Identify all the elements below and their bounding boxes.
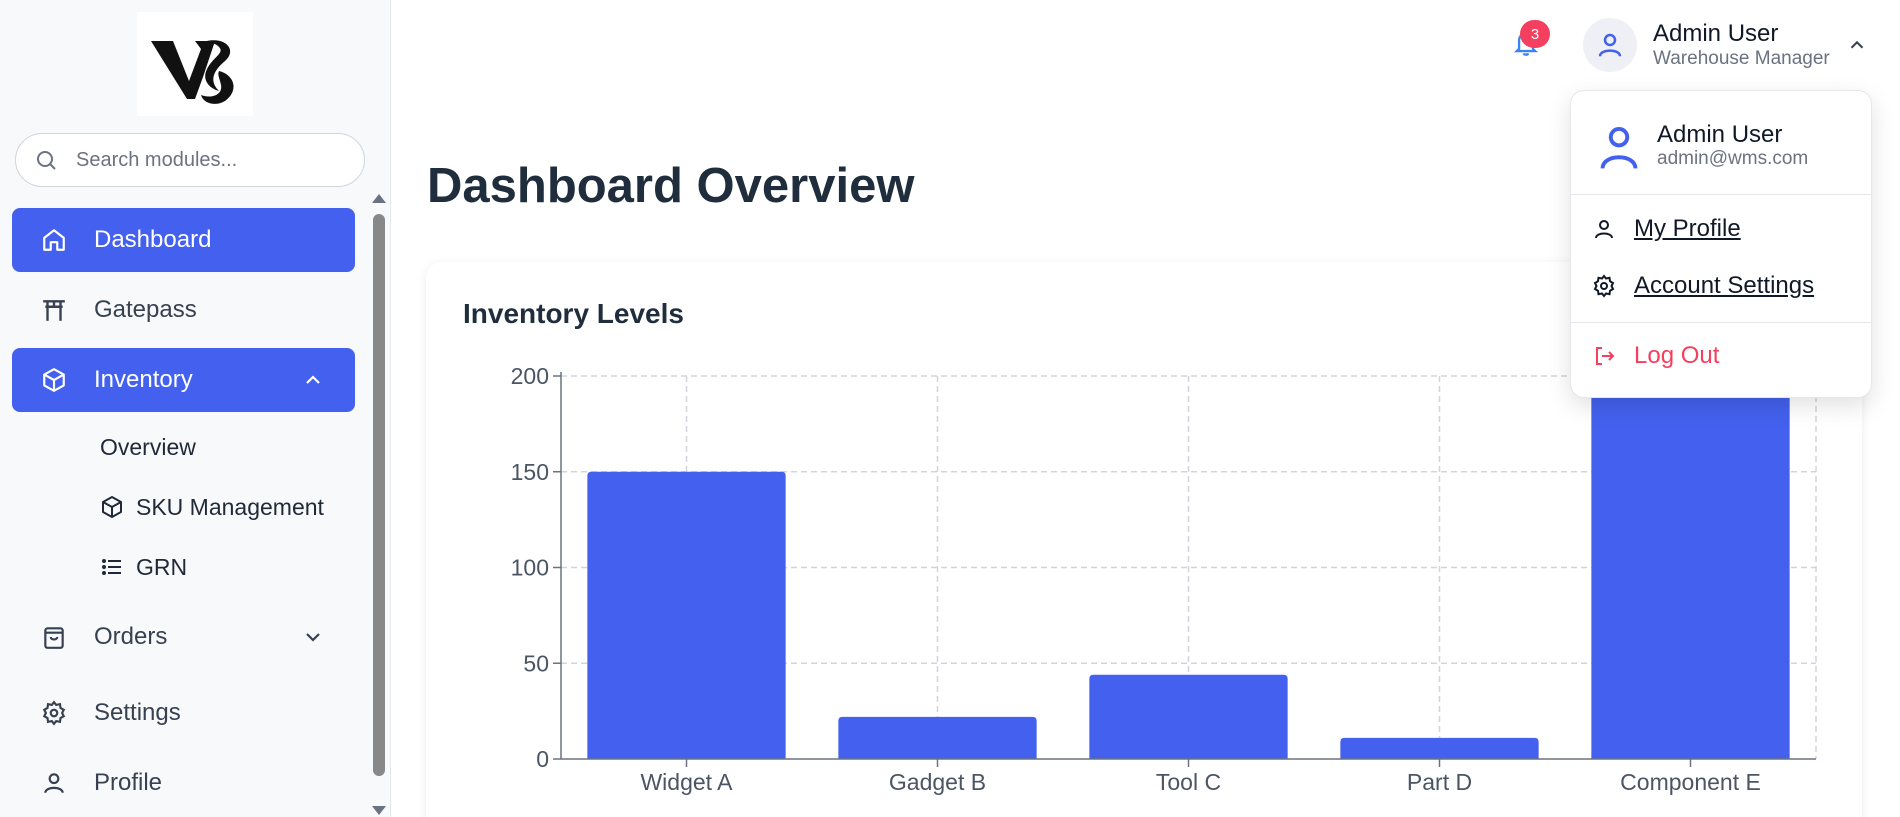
account-settings-label: Account Settings xyxy=(1634,272,1815,299)
notification-badge: 3 xyxy=(1520,20,1550,48)
sidebar-item-inventory[interactable]: Inventory xyxy=(12,348,355,412)
sidebar-item-label: Inventory xyxy=(94,366,193,393)
user-name[interactable]: Admin User xyxy=(1653,20,1779,47)
gear-icon xyxy=(42,700,66,726)
sidebar-item-label: Dashboard xyxy=(94,226,212,253)
account-settings-link[interactable]: Account Settings xyxy=(1592,270,1814,302)
dropdown-user-name: Admin User xyxy=(1657,121,1783,148)
gate-icon xyxy=(43,300,65,321)
search-input[interactable] xyxy=(76,148,346,172)
scroll-up-arrow[interactable] xyxy=(372,194,386,203)
box-icon xyxy=(102,496,122,518)
y-tick-label: 200 xyxy=(511,363,549,389)
sidebar-item-label: Profile xyxy=(94,769,163,796)
sidebar-item-orders[interactable]: Orders xyxy=(12,605,355,669)
x-tick-label: Tool C xyxy=(1156,769,1221,795)
chart-bar xyxy=(1591,376,1790,759)
user-icon xyxy=(44,773,64,794)
subitem-label: GRN xyxy=(136,553,188,580)
chart-bar xyxy=(838,716,1037,759)
divider xyxy=(1571,194,1871,195)
y-tick-label: 100 xyxy=(511,555,549,581)
sidebar-subitem-overview[interactable]: Overview xyxy=(100,427,196,467)
search-icon xyxy=(37,151,56,170)
scroll-down-arrow[interactable] xyxy=(372,806,386,815)
list-icon xyxy=(102,559,121,575)
x-tick-label: Gadget B xyxy=(889,769,986,795)
y-tick-label: 150 xyxy=(511,459,549,485)
log-out-label: Log Out xyxy=(1634,342,1720,369)
chevron-up-icon[interactable] xyxy=(301,368,325,392)
inventory-bar-chart: 0 50 100 150 200 Widget A Gadget B Tool C Part D… xyxy=(511,363,1817,795)
x-tick-label: Part D xyxy=(1407,769,1472,795)
user-icon xyxy=(1600,126,1638,169)
divider xyxy=(1571,322,1871,323)
sidebar-item-label: Orders xyxy=(94,623,168,650)
ws-logo-icon xyxy=(151,40,234,104)
avatar[interactable] xyxy=(1583,18,1637,72)
x-tick-label: Widget A xyxy=(640,769,733,795)
user-icon xyxy=(1598,33,1622,57)
sidebar-item-label: Gatepass xyxy=(94,296,197,323)
my-profile-link[interactable]: My Profile xyxy=(1592,213,1741,245)
subitem-label: Overview xyxy=(100,433,196,460)
shopping-bag-icon xyxy=(44,627,64,649)
chart-bar xyxy=(1089,674,1288,759)
chevron-up-icon[interactable] xyxy=(1846,34,1868,56)
scrollbar-thumb[interactable] xyxy=(373,214,385,776)
home-icon xyxy=(43,229,65,251)
app-logo[interactable] xyxy=(137,12,253,116)
gear-icon xyxy=(1593,274,1615,298)
sidebar: Dashboard Gatepass Inventory Overview SK… xyxy=(0,0,391,817)
card-title: Inventory Levels xyxy=(463,298,684,329)
chevron-down-icon[interactable] xyxy=(301,625,325,649)
my-profile-label: My Profile xyxy=(1634,215,1741,242)
sidebar-item-label: Settings xyxy=(94,699,181,726)
sidebar-item-gatepass[interactable]: Gatepass xyxy=(12,278,355,342)
sidebar-item-profile[interactable]: Profile xyxy=(12,751,355,815)
box-icon xyxy=(43,368,65,392)
chart-bar xyxy=(1340,737,1539,759)
user-role: Warehouse Manager xyxy=(1653,48,1830,69)
y-tick-label: 50 xyxy=(523,650,549,676)
sidebar-subitem-grn[interactable]: GRN xyxy=(100,547,187,587)
x-tick-label: Component E xyxy=(1620,769,1761,795)
dropdown-user-email: admin@wms.com xyxy=(1657,148,1809,169)
page-title: Dashboard Overview xyxy=(427,159,915,213)
user-dropdown-menu xyxy=(1570,90,1872,398)
log-out-button[interactable]: Log Out xyxy=(1592,340,1719,372)
user-icon xyxy=(1595,220,1613,239)
logout-icon xyxy=(1596,347,1615,365)
chart-bar xyxy=(587,471,786,759)
subitem-label: SKU Management xyxy=(136,493,324,520)
y-tick-label: 0 xyxy=(536,746,549,772)
sidebar-item-settings[interactable]: Settings xyxy=(12,681,355,745)
search-box[interactable] xyxy=(15,133,365,187)
sidebar-subitem-sku-management[interactable]: SKU Management xyxy=(100,487,324,527)
sidebar-item-dashboard[interactable]: Dashboard xyxy=(12,208,355,272)
